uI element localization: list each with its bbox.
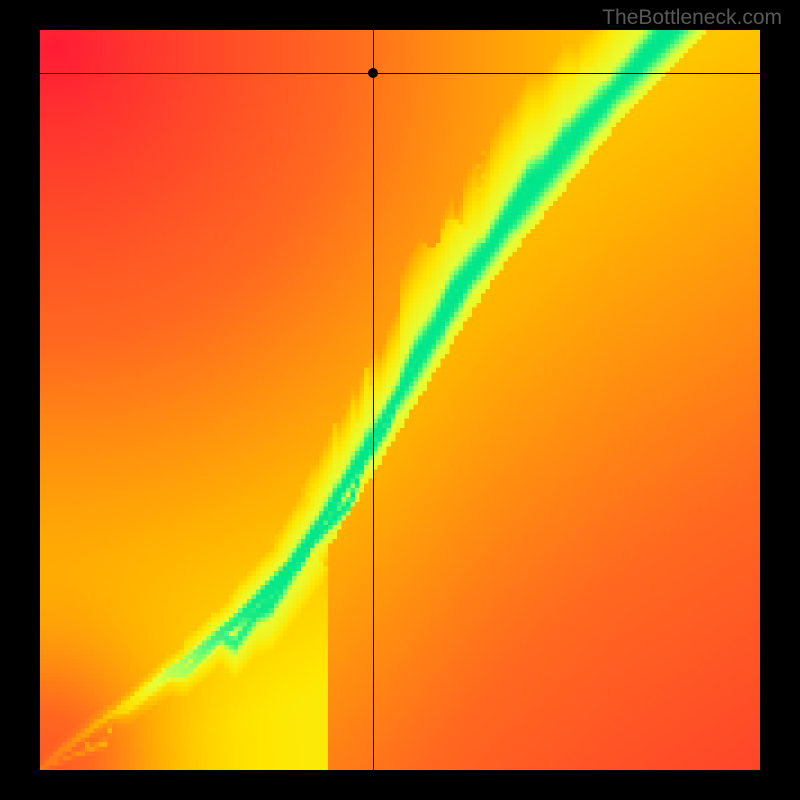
watermark-text: TheBottleneck.com	[602, 6, 782, 30]
crosshair-vertical	[373, 30, 374, 770]
plot-area	[40, 30, 760, 770]
crosshair-horizontal	[40, 73, 760, 74]
heatmap-canvas	[40, 30, 760, 770]
crosshair-marker	[368, 68, 378, 78]
